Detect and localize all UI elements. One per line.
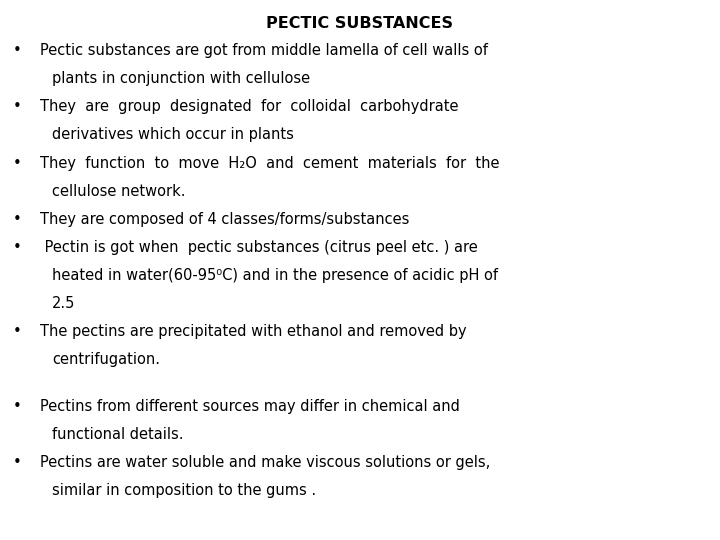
Text: •: • xyxy=(13,156,22,171)
Text: derivatives which occur in plants: derivatives which occur in plants xyxy=(52,127,294,143)
Text: heated in water(60-95⁰C) and in the presence of acidic pH of: heated in water(60-95⁰C) and in the pres… xyxy=(52,268,498,283)
Text: •: • xyxy=(13,324,22,339)
Text: The pectins are precipitated with ethanol and removed by: The pectins are precipitated with ethano… xyxy=(40,324,467,339)
Text: functional details.: functional details. xyxy=(52,427,184,442)
Text: •: • xyxy=(13,99,22,114)
Text: PECTIC SUBSTANCES: PECTIC SUBSTANCES xyxy=(266,16,454,31)
Text: Pectin is got when  pectic substances (citrus peel etc. ) are: Pectin is got when pectic substances (ci… xyxy=(40,240,477,255)
Text: cellulose network.: cellulose network. xyxy=(52,184,185,199)
Text: •: • xyxy=(13,212,22,227)
Text: similar in composition to the gums .: similar in composition to the gums . xyxy=(52,483,316,498)
Text: Pectins are water soluble and make viscous solutions or gels,: Pectins are water soluble and make visco… xyxy=(40,455,490,470)
Text: •: • xyxy=(13,455,22,470)
Text: They are composed of 4 classes/forms/substances: They are composed of 4 classes/forms/sub… xyxy=(40,212,409,227)
Text: Pectic substances are got from middle lamella of cell walls of: Pectic substances are got from middle la… xyxy=(40,43,487,58)
Text: They  are  group  designated  for  colloidal  carbohydrate: They are group designated for colloidal … xyxy=(40,99,458,114)
Text: plants in conjunction with cellulose: plants in conjunction with cellulose xyxy=(52,71,310,86)
Text: •: • xyxy=(13,399,22,414)
Text: •: • xyxy=(13,240,22,255)
Text: Pectins from different sources may differ in chemical and: Pectins from different sources may diffe… xyxy=(40,399,459,414)
Text: centrifugation.: centrifugation. xyxy=(52,352,160,367)
Text: They  function  to  move  H₂O  and  cement  materials  for  the: They function to move H₂O and cement mat… xyxy=(40,156,499,171)
Text: •: • xyxy=(13,43,22,58)
Text: 2.5: 2.5 xyxy=(52,296,75,311)
